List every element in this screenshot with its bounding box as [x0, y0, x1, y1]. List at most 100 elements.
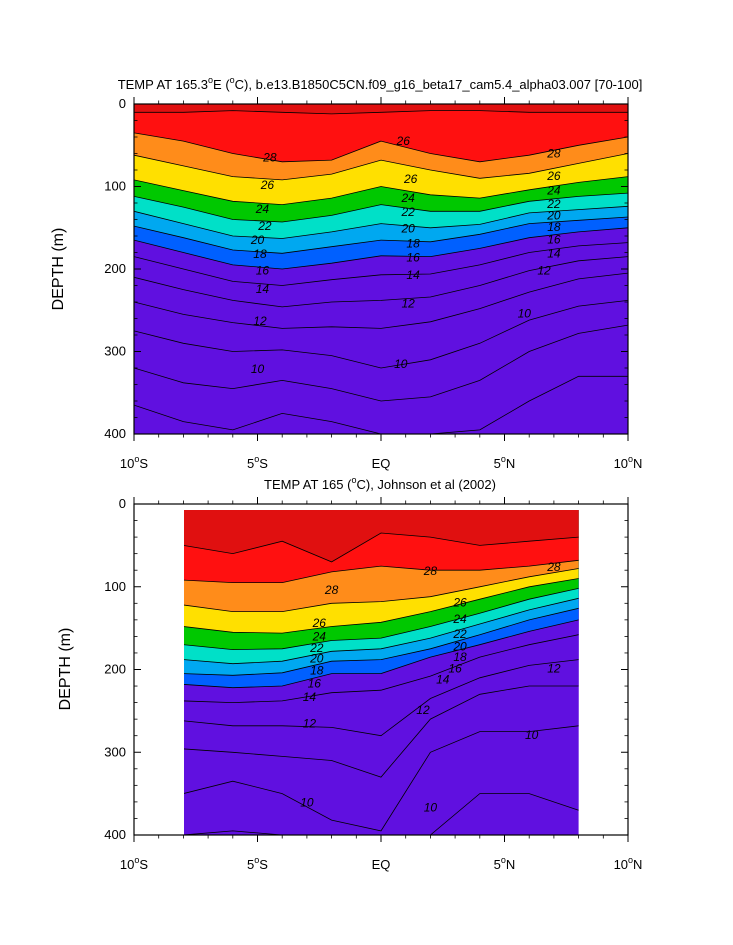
isotherm-26 [184, 568, 579, 612]
contour-label: 24 [452, 612, 467, 626]
x-tick-label: 5oN [494, 855, 516, 872]
y-tick-label: 200 [104, 261, 126, 276]
contour-label: 20 [452, 639, 467, 653]
top-chart-axes: 0 100 200 300 400 10oS 5oS EQ 5oN 10oN [104, 96, 642, 471]
contour-label: 28 [546, 146, 561, 160]
y-tick-label: 100 [104, 579, 126, 594]
contour-label: 24 [400, 191, 415, 205]
top-chart-filled-contours [134, 104, 628, 434]
isotherm-24 [134, 176, 628, 206]
isotherm-14 [134, 242, 628, 286]
isotherm-22 [184, 588, 579, 651]
y-tick-label: 200 [104, 662, 126, 677]
isotherm-9 [134, 324, 628, 402]
contour-label: 10 [518, 307, 532, 321]
contour-label: 14 [406, 268, 420, 282]
contour-label: 28 [262, 151, 277, 165]
contour-label: 24 [255, 202, 270, 216]
bottom-chart-ylabel: DEPTH (m) [57, 628, 74, 711]
contour-label: 16 [308, 677, 322, 691]
isotherm-29 [184, 532, 579, 563]
isotherm-12 [184, 659, 579, 737]
contour-label: 26 [396, 134, 411, 148]
contour-band-29 [184, 510, 579, 562]
x-tick-label: 5oS [247, 855, 268, 872]
y-tick-label: 100 [104, 179, 126, 194]
contour-band-28 [134, 104, 628, 162]
bottom-chart-filled-contours [184, 510, 579, 835]
isotherm-26 [134, 153, 628, 181]
x-tick-label: 5oN [494, 454, 516, 471]
x-tick-label: EQ [372, 857, 391, 872]
contour-label: 10 [300, 796, 314, 810]
contour-label: 22 [546, 197, 561, 211]
contour-label: 12 [303, 716, 317, 730]
isotherm-24 [184, 578, 579, 634]
isotherm-10 [134, 300, 628, 369]
y-tick-label: 300 [104, 744, 126, 759]
isotherm-9 [184, 793, 579, 835]
contour-label: 12 [253, 314, 267, 328]
contour-label: 12 [401, 297, 415, 311]
isotherm-14 [184, 634, 579, 704]
top-chart: TEMP AT 165.3oE (oC), b.e13.B1850C5CN.f0… [50, 75, 642, 471]
contour-label: 20 [400, 222, 415, 236]
top-chart-title: TEMP AT 165.3oE (oC), b.e13.B1850C5CN.f0… [118, 75, 643, 92]
isotherm-16 [134, 227, 628, 270]
contour-label: 24 [546, 184, 561, 198]
contour-label: 14 [303, 690, 317, 704]
isotherm-10 [184, 725, 579, 832]
contour-label: 26 [312, 616, 327, 630]
contour-label: 18 [406, 236, 420, 250]
y-tick-label: 0 [119, 96, 126, 111]
isotherm-28 [134, 132, 628, 163]
contour-label: 10 [394, 357, 408, 371]
contour-label: 26 [260, 178, 275, 192]
contour-label: 16 [448, 662, 462, 676]
contour-label: 10 [424, 801, 438, 815]
contour-label: 18 [547, 220, 561, 234]
isotherm-18 [184, 607, 579, 676]
isotherm-22 [134, 192, 628, 223]
contour-label: 18 [453, 650, 467, 664]
isotherm-11 [134, 272, 628, 329]
contour-label: 26 [452, 595, 467, 609]
bottom-chart-title: TEMP AT 165 (oC), Johnson et al (2002) [264, 475, 496, 492]
contour-label: 28 [423, 564, 438, 578]
contour-label: 10 [251, 362, 265, 376]
contour-label: 26 [546, 169, 561, 183]
contour-label: 26 [403, 172, 418, 186]
contour-label: 22 [257, 219, 272, 233]
contour-label: 22 [309, 641, 324, 655]
contour-label: 18 [253, 247, 267, 261]
isotherm-11 [184, 685, 579, 778]
y-tick-label: 400 [104, 827, 126, 842]
contour-label: 28 [546, 560, 561, 574]
x-tick-label: 10oS [120, 855, 148, 872]
isotherm-29 [134, 110, 628, 115]
contour-label: 16 [547, 232, 561, 246]
isotherm-12 [134, 256, 628, 308]
contour-label: 20 [250, 233, 265, 247]
x-tick-label: EQ [372, 456, 391, 471]
contour-label: 10 [525, 728, 539, 742]
x-tick-label: 10oN [614, 454, 643, 471]
contour-label: 14 [436, 672, 450, 686]
contour-label: 16 [406, 250, 420, 264]
bottom-chart: TEMP AT 165 (oC), Johnson et al (2002) 2… [57, 475, 642, 872]
contour-label: 12 [416, 703, 430, 717]
contour-label: 28 [324, 583, 339, 597]
isotherm-28 [184, 559, 579, 583]
contour-label: 12 [547, 662, 561, 676]
isotherm-8 [134, 375, 628, 434]
contour-label: 20 [546, 208, 561, 222]
contour-label: 20 [309, 652, 324, 666]
y-tick-label: 300 [104, 344, 126, 359]
isotherm-20 [184, 597, 579, 665]
x-tick-label: 10oN [614, 855, 643, 872]
isotherm-18 [134, 216, 628, 254]
contour-label: 22 [452, 627, 467, 641]
